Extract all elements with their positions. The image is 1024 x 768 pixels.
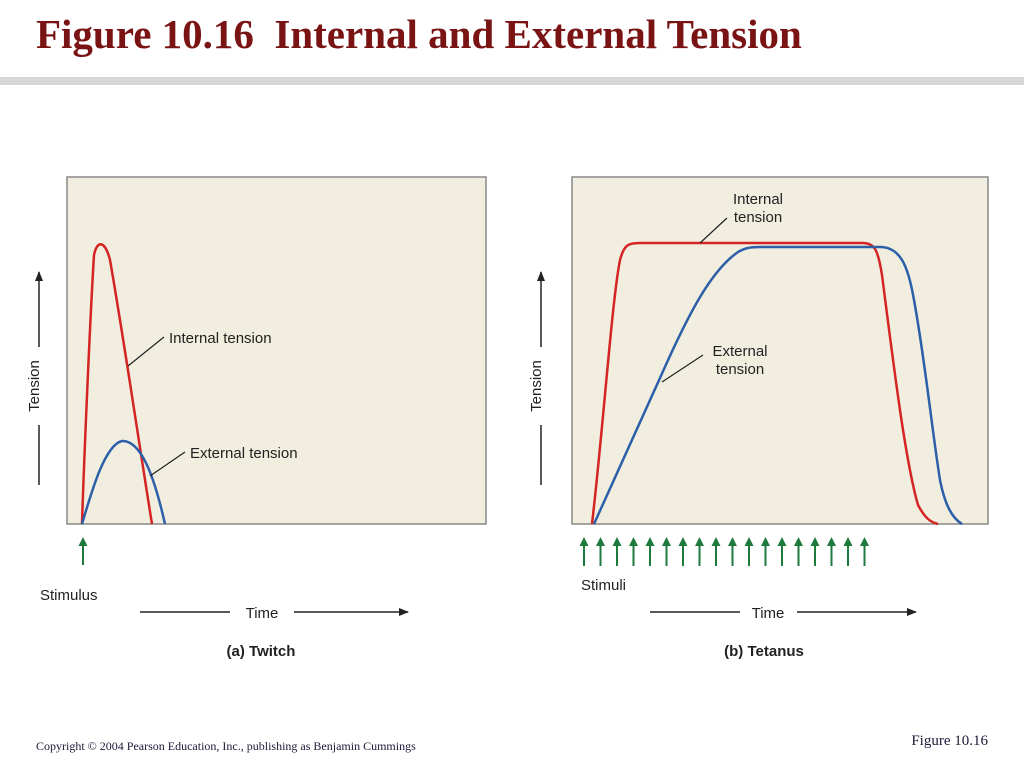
stimulus-arrow-head xyxy=(645,537,655,546)
panel-a-stimulus-arrows xyxy=(78,537,88,565)
panel-a-stimulus-label: Stimulus xyxy=(40,587,98,604)
panel-a-plot-area xyxy=(66,176,487,525)
panel-a-internal-label: Internal tension xyxy=(169,330,272,347)
panel-b-external-label-line1: External xyxy=(712,343,767,360)
stimulus-arrow-head xyxy=(78,537,88,546)
stimulus-arrow-head xyxy=(761,537,770,546)
stimulus-arrow-head xyxy=(777,537,787,546)
panel-b-plot-area xyxy=(571,176,989,525)
copyright-notice: Copyright © 2004 Pearson Education, Inc.… xyxy=(36,739,416,753)
stimulus-arrow-head xyxy=(662,537,671,546)
panel-a-external-leader-line xyxy=(149,451,186,477)
stimulus-arrow-head xyxy=(827,537,836,546)
panel-b-y-axis-label: Tension xyxy=(528,360,545,412)
panel-b-internal-label-line2: tension xyxy=(734,209,782,226)
panel-a-y-axis-label: Tension xyxy=(26,360,43,412)
stimulus-arrow-head xyxy=(860,537,869,546)
stimulus-arrow-head xyxy=(711,537,721,546)
panel-a-internal-leader-line xyxy=(127,336,165,367)
panel-b-caption: (b) Tetanus xyxy=(724,643,804,660)
panel-b-stimulus-label: Stimuli xyxy=(581,577,626,594)
stimulus-arrow-head xyxy=(596,537,605,546)
stimulus-arrow-head xyxy=(744,537,754,546)
stimulus-arrow-head xyxy=(695,537,704,546)
panel-b-internal-leader-line xyxy=(699,217,728,244)
panel-a-twitch: Tension Time Internal tension External t… xyxy=(26,176,487,660)
panel-b-x-axis-label: Time xyxy=(752,605,785,622)
panel-b-stimulus-arrows xyxy=(579,537,869,566)
panel-b-external-label-line2: tension xyxy=(716,361,764,378)
stimulus-arrow-head xyxy=(612,537,622,546)
stimulus-arrow-head xyxy=(579,537,589,546)
stimulus-arrow-head xyxy=(728,537,737,546)
stimulus-arrow-head xyxy=(678,537,688,546)
stimulus-arrow-head xyxy=(810,537,820,546)
panel-a-x-axis-label: Time xyxy=(246,605,279,622)
panel-b-internal-label-line1: Internal xyxy=(733,191,783,208)
slide-title: Figure 10.16 Internal and External Tensi… xyxy=(36,11,802,57)
panel-b-tetanus: Tension Time Internal tension External t… xyxy=(528,176,989,660)
panel-b-external-leader-line xyxy=(661,354,704,383)
panel-a-external-tension-curve xyxy=(80,439,167,525)
panel-a-caption: (a) Twitch xyxy=(227,643,296,660)
figure-reference: Figure 10.16 xyxy=(911,733,988,749)
stimulus-arrow-head xyxy=(794,537,803,546)
panel-a-external-label: External tension xyxy=(190,445,298,462)
panel-b-external-tension-curve xyxy=(592,245,963,526)
stimulus-arrow-head xyxy=(843,537,853,546)
stimulus-arrow-head xyxy=(629,537,638,546)
title-divider xyxy=(0,77,1024,85)
panel-a-internal-tension-curve xyxy=(80,243,154,525)
